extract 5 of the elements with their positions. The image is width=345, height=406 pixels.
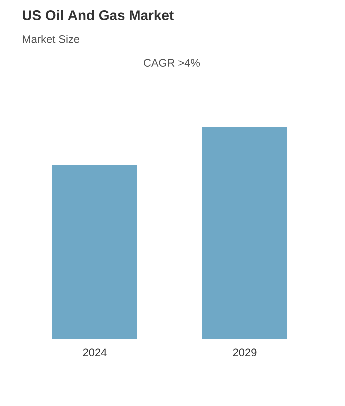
x-tick-label: 2029 bbox=[233, 348, 257, 357]
chart-subtitle: Market Size bbox=[23, 35, 80, 44]
chart-title: US Oil And Gas Market bbox=[23, 10, 174, 20]
x-tick-label: 2024 bbox=[83, 348, 107, 357]
text: CAGR >4% bbox=[144, 59, 200, 67]
